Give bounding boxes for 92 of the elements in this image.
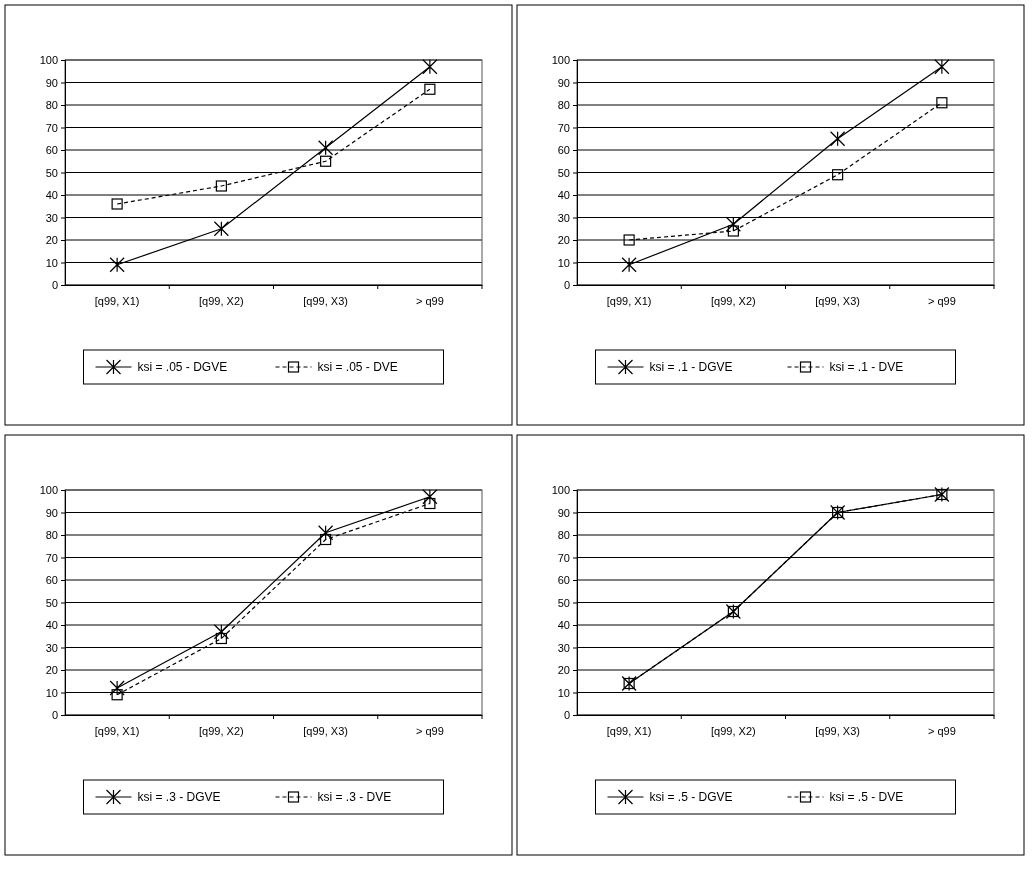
point	[109, 257, 125, 273]
x-tick-label: [q99, X1)	[606, 725, 652, 738]
y-tick-label: 60	[45, 574, 58, 587]
legend-label: ksi = .1 - DGVE	[649, 360, 733, 375]
y-tick-label: 80	[557, 99, 570, 112]
point	[320, 533, 332, 546]
point	[109, 680, 125, 696]
y-tick-label: 20	[45, 234, 58, 247]
point	[424, 497, 436, 510]
y-tick-label: 80	[557, 529, 570, 542]
y-tick-label: 90	[557, 76, 570, 89]
y-tick-label: 80	[45, 99, 58, 112]
y-tick-label: 90	[45, 76, 58, 89]
point	[215, 180, 227, 192]
y-tick-label: 60	[45, 144, 58, 157]
y-tick-label: 0	[563, 709, 570, 722]
legend-label: ksi = .3 - DGVE	[137, 790, 221, 805]
x-tick-label: [q99, X1)	[94, 725, 140, 738]
legend-label: ksi = .3 - DVE	[317, 790, 392, 805]
y-tick-label: 30	[557, 641, 570, 654]
y-tick-label: 70	[557, 551, 570, 564]
y-tick-label: 60	[557, 574, 570, 587]
legend-label: ksi = .5 - DVE	[829, 790, 904, 805]
y-tick-label: 10	[557, 686, 570, 699]
y-tick-label: 100	[39, 484, 58, 497]
point	[832, 169, 844, 181]
point	[422, 489, 438, 505]
legend-label: ksi = .05 - DVE	[317, 360, 398, 375]
y-tick-label: 50	[45, 596, 58, 609]
y-tick-label: 20	[557, 234, 570, 247]
y-tick-label: 10	[45, 686, 58, 699]
y-tick-label: 100	[39, 54, 58, 67]
point	[318, 140, 334, 156]
point	[318, 525, 334, 541]
point	[934, 59, 950, 75]
y-tick-label: 30	[557, 211, 570, 224]
y-tick-label: 40	[557, 619, 570, 632]
x-tick-label: [q99, X2)	[711, 725, 756, 738]
x-tick-label: [q99, X3)	[815, 725, 860, 738]
point	[213, 221, 229, 237]
point	[111, 198, 123, 210]
x-tick-label: > q99	[415, 295, 444, 308]
y-tick-label: 100	[551, 484, 570, 497]
point	[424, 83, 436, 95]
point	[111, 689, 123, 701]
y-tick-label: 50	[45, 166, 58, 179]
x-tick-label: [q99, X1)	[94, 295, 140, 308]
point	[623, 234, 635, 246]
y-tick-label: 80	[45, 529, 58, 542]
x-tick-label: [q99, X2)	[199, 295, 244, 308]
y-tick-label: 40	[45, 189, 58, 202]
x-tick-label: > q99	[927, 725, 956, 738]
x-tick-label: [q99, X3)	[303, 725, 348, 738]
point	[725, 216, 741, 232]
point	[936, 97, 948, 109]
legend-label: ksi = .05 - DGVE	[137, 360, 228, 375]
y-tick-label: 40	[557, 189, 570, 202]
point	[621, 257, 637, 273]
point	[727, 225, 739, 237]
y-tick-label: 20	[45, 664, 58, 677]
x-tick-label: [q99, X3)	[303, 295, 348, 308]
x-tick-label: [q99, X2)	[711, 295, 756, 308]
y-tick-label: 0	[51, 279, 58, 292]
y-tick-label: 90	[557, 506, 570, 519]
x-tick-label: [q99, X1)	[606, 295, 652, 308]
y-tick-label: 0	[51, 709, 58, 722]
x-tick-label: [q99, X2)	[199, 725, 244, 738]
y-tick-label: 10	[45, 256, 58, 269]
legend-label: ksi = .1 - DVE	[829, 360, 904, 375]
y-tick-label: 70	[557, 121, 570, 134]
y-tick-label: 20	[557, 664, 570, 677]
legend-label: ksi = .5 - DGVE	[649, 790, 733, 805]
point	[215, 632, 227, 645]
y-tick-label: 70	[45, 551, 58, 564]
y-tick-label: 30	[45, 641, 58, 654]
point	[422, 59, 438, 75]
y-tick-label: 60	[557, 144, 570, 157]
y-tick-label: 30	[45, 211, 58, 224]
y-tick-label: 90	[45, 506, 58, 519]
y-tick-label: 40	[45, 619, 58, 632]
y-tick-label: 50	[557, 166, 570, 179]
y-tick-label: 50	[557, 596, 570, 609]
x-tick-label: [q99, X3)	[815, 295, 860, 308]
point	[213, 624, 229, 640]
x-tick-label: > q99	[415, 725, 444, 738]
x-tick-label: > q99	[927, 295, 956, 308]
y-tick-label: 70	[45, 121, 58, 134]
point	[320, 155, 332, 167]
y-tick-label: 100	[551, 54, 570, 67]
point	[830, 131, 846, 147]
y-tick-label: 0	[563, 279, 570, 292]
y-tick-label: 10	[557, 256, 570, 269]
